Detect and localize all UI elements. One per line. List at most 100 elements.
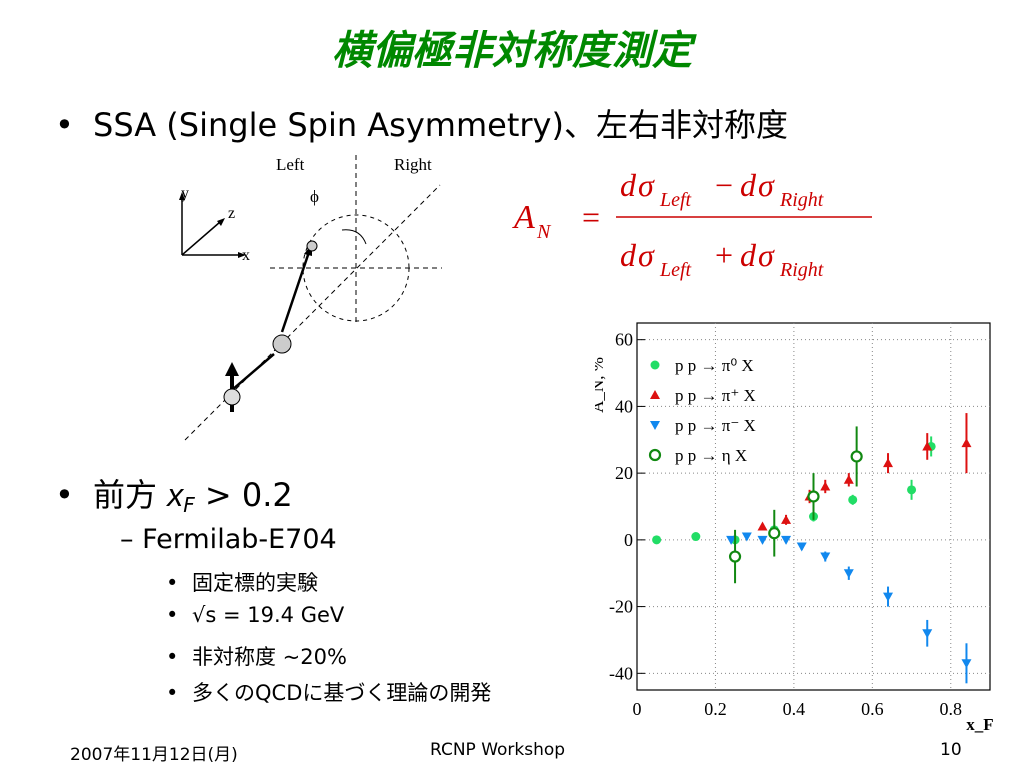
axis-y-label: y — [181, 185, 189, 202]
legend-entry: p p → π⁰ X — [675, 356, 754, 375]
data-point — [883, 592, 894, 602]
asymmetry-chart: 0 0.2 0.4 0.6 0.8 60 40 20 0 -20 -40 A_N, % x_F p p →… — [595, 322, 994, 734]
legend-entry: p p → η X — [675, 446, 747, 465]
y-tick-label: 0 — [624, 530, 633, 550]
polarized-proton — [223, 388, 241, 406]
data-point — [820, 481, 831, 491]
scattered-arrow — [280, 251, 311, 333]
asymmetry-formula: A N = d σ Left − d σ Right d σ Left + d … — [512, 167, 872, 281]
data-point — [843, 474, 854, 484]
phi-label: ϕ — [310, 187, 319, 206]
detail-text: √s = 19.4 GeV — [192, 603, 345, 627]
detail-text: 多くのQCDに基づく理論の開発 — [192, 681, 492, 705]
data-point — [781, 535, 792, 545]
den-sigma2: σ — [758, 237, 775, 273]
spin-arrowhead — [225, 362, 239, 376]
data-point — [768, 527, 781, 540]
bullet-forward-prefix: 前方 — [93, 476, 168, 514]
num-d1: d — [620, 167, 637, 203]
formula-lhs-sub: N — [536, 221, 552, 243]
y-tick-label: 40 — [615, 396, 633, 416]
data-point — [961, 659, 972, 669]
y-arrowhead — [179, 192, 185, 200]
bullet-ssa-text: SSA (Single Spin Asymmetry)、左右非対称度 — [93, 106, 788, 144]
diagram-label-left: Left — [276, 155, 305, 174]
den-sigma1: σ — [638, 237, 655, 273]
slide-title: 横偏極非対称度測定 — [332, 28, 692, 74]
sub-bullet-experiment: – Fermilab-E704 — [120, 524, 337, 555]
data-point — [691, 532, 701, 542]
den-left: Left — [659, 259, 692, 281]
x-tick-label: 0.2 — [704, 699, 727, 719]
data-point — [843, 569, 854, 579]
num-right: Right — [779, 189, 824, 211]
detail-fixed-target: • 固定標的実験 — [166, 567, 318, 597]
footer-workshop: RCNP Workshop — [430, 740, 566, 760]
data-point — [726, 535, 737, 545]
sub-bullet-text: Fermilab-E704 — [142, 524, 337, 555]
num-left: Left — [659, 189, 692, 211]
legend-entry: p p → π⁺ X — [675, 386, 756, 405]
data-point — [650, 390, 660, 399]
x-tick-label: 0 — [633, 699, 642, 719]
num-d2: d — [740, 167, 757, 203]
beam-arrow — [231, 353, 275, 391]
data-point — [652, 535, 662, 545]
detail-dot: • — [166, 645, 179, 669]
data-point — [796, 542, 807, 552]
bullet-ssa: • SSA (Single Spin Asymmetry)、左右非対称度 — [55, 100, 788, 146]
beam-axis — [184, 184, 441, 441]
data-point — [820, 552, 831, 562]
data-point — [728, 550, 742, 563]
axis-z-label: z — [228, 205, 235, 222]
data-point — [757, 535, 768, 545]
x-tick-label: 0.6 — [861, 699, 884, 719]
num-minus: − — [715, 167, 733, 203]
detail-dot: • — [166, 681, 179, 705]
data-point — [961, 438, 972, 448]
data-point — [883, 458, 894, 468]
den-d2: d — [740, 237, 757, 273]
y-axis-title: A_N, % — [595, 357, 607, 413]
data-point — [648, 448, 662, 462]
azimuth-circle — [302, 214, 410, 322]
xf-variable: x — [167, 477, 184, 513]
legend-entry: p p → π⁻ X — [675, 416, 756, 435]
data-point — [741, 532, 752, 542]
data-point — [807, 490, 820, 503]
axis-x-label: x — [242, 247, 250, 264]
den-d1: d — [620, 237, 637, 273]
den-plus: + — [715, 237, 733, 273]
formula-equals: = — [582, 199, 600, 235]
y-tick-label: -20 — [609, 597, 633, 617]
y-tick-label: 20 — [615, 463, 633, 483]
x-tick-label: 0.8 — [940, 699, 963, 719]
bullet-forward: • 前方 xF > 0.2 — [55, 470, 293, 517]
detail-theory: • 多くのQCDに基づく理論の開発 — [166, 677, 491, 707]
detail-energy: • √s = 19.4 GeV — [166, 603, 344, 627]
data-point — [848, 495, 858, 505]
num-sigma2: σ — [758, 167, 775, 203]
data-point — [907, 485, 917, 495]
diagram-label-right: Right — [394, 155, 432, 174]
dash-char: – — [120, 524, 134, 555]
y-tick-label: 60 — [615, 330, 633, 350]
den-right: Right — [779, 259, 824, 281]
data-point — [922, 441, 933, 451]
x-arrowhead — [238, 252, 246, 258]
spin-asymmetry-diagram: Left Right ϕ y z x — [179, 155, 442, 441]
z-axis-arrow — [181, 221, 221, 256]
bullet-dot: • — [55, 106, 74, 144]
y-tick-label: -40 — [609, 663, 633, 683]
detail-asymmetry: • 非対称度 ~20% — [166, 641, 347, 671]
data-point — [781, 514, 792, 524]
detail-dot: • — [166, 603, 179, 627]
footer-date: 2007年11月12日(月) — [70, 745, 238, 765]
bullet-forward-suffix: > 0.2 — [194, 476, 293, 514]
formula-lhs: A — [512, 199, 535, 236]
bullet-dot: • — [55, 476, 74, 514]
detail-dot: • — [166, 571, 179, 595]
data-point — [850, 450, 863, 463]
detail-text: 非対称度 ~20% — [192, 645, 347, 669]
xf-subscript: F — [183, 493, 195, 517]
